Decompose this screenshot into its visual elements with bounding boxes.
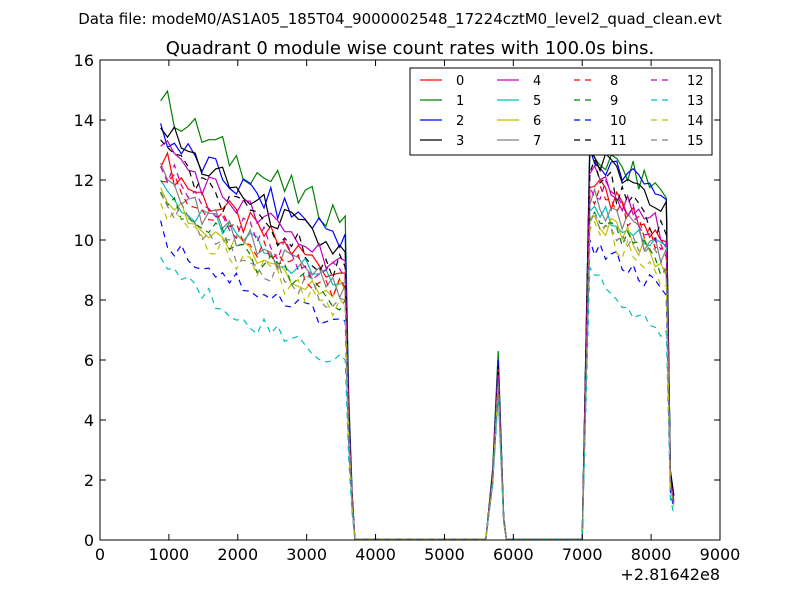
legend-label: 0 xyxy=(456,74,464,89)
legend-label: 7 xyxy=(533,134,541,149)
series-line-2 xyxy=(160,123,675,540)
y-tick-label: 10 xyxy=(74,231,94,250)
series-line-14 xyxy=(160,203,675,540)
series-line-10 xyxy=(160,220,675,540)
series-line-9 xyxy=(160,191,675,540)
legend-label: 8 xyxy=(610,74,618,89)
y-tick-label: 8 xyxy=(84,291,94,310)
series-line-4 xyxy=(160,139,675,540)
chart-title: Quadrant 0 module wise count rates with … xyxy=(166,38,655,59)
legend-label: 10 xyxy=(610,114,627,129)
plot-area xyxy=(160,89,675,540)
y-tick-label: 12 xyxy=(74,171,94,190)
legend-label: 9 xyxy=(610,94,618,109)
series-line-8 xyxy=(160,173,675,540)
series-line-7 xyxy=(160,162,675,540)
legend-label: 4 xyxy=(533,74,541,89)
y-tick-label: 16 xyxy=(74,51,94,70)
x-tick-label: 9000 xyxy=(700,545,741,564)
legend-label: 1 xyxy=(456,94,464,109)
y-tick-label: 2 xyxy=(84,471,94,490)
series-line-1 xyxy=(160,89,675,540)
series-line-6 xyxy=(160,187,675,540)
legend-label: 14 xyxy=(687,114,704,129)
y-tick-label: 0 xyxy=(84,531,94,550)
legend-frame xyxy=(409,67,713,156)
x-tick-label: 6000 xyxy=(493,545,534,564)
legend-label: 15 xyxy=(687,134,704,149)
x-offset-label: +2.81642e8 xyxy=(620,565,720,584)
legend-label: 3 xyxy=(456,134,464,149)
y-tick-label: 14 xyxy=(74,111,94,130)
x-tick-label: 8000 xyxy=(631,545,672,564)
axis-ticks: 0 1000 2000 3000 4000 5000 6000 7000 8000 9000 0 2 4… xyxy=(74,51,741,564)
x-tick-label: 3000 xyxy=(286,545,327,564)
x-tick-label: 4000 xyxy=(355,545,396,564)
series-line-5 xyxy=(160,179,675,540)
x-tick-label: 2000 xyxy=(217,545,258,564)
x-tick-label: 7000 xyxy=(562,545,603,564)
legend-label: 13 xyxy=(687,94,704,109)
series-line-3 xyxy=(160,125,675,540)
legend-label: 11 xyxy=(610,134,627,149)
series-line-15 xyxy=(160,193,675,540)
figure-suptitle: Data file: modeM0/AS1A05_185T04_90000025… xyxy=(78,10,722,29)
x-tick-label: 0 xyxy=(95,545,105,564)
legend-label: 2 xyxy=(456,114,464,129)
x-tick-label: 1000 xyxy=(149,545,190,564)
legend-label: 12 xyxy=(687,74,704,89)
series-line-13 xyxy=(160,256,675,540)
legend-label: 5 xyxy=(533,94,541,109)
legend-label: 6 xyxy=(533,114,541,129)
y-tick-label: 6 xyxy=(84,351,94,370)
y-tick-label: 4 xyxy=(84,411,94,430)
x-tick-label: 5000 xyxy=(424,545,465,564)
